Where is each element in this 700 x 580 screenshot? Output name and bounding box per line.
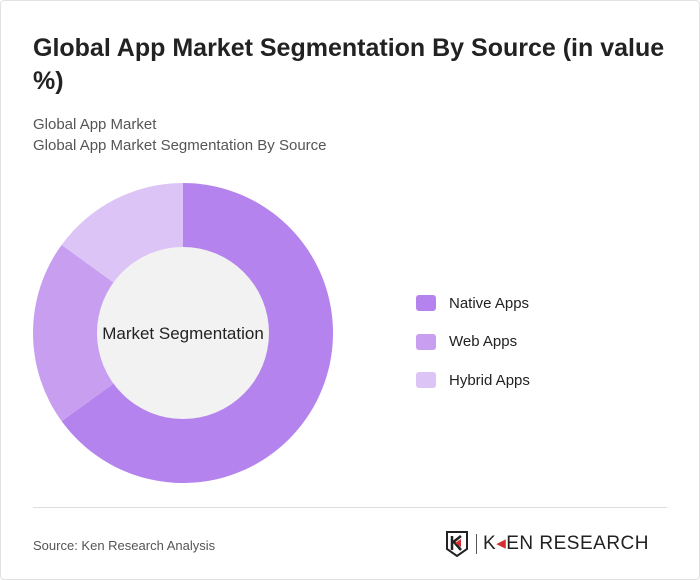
legend-item-native: Native Apps: [416, 284, 530, 323]
center-label: Market Segmentation: [102, 324, 264, 343]
legend-item-hybrid: Hybrid Apps: [416, 361, 530, 400]
divider: [33, 507, 667, 508]
legend-label: Hybrid Apps: [449, 371, 530, 389]
legend-label: Web Apps: [449, 333, 518, 351]
chart-title: Global App Market Segmentation By Source…: [33, 34, 665, 95]
legend-swatch: [416, 372, 436, 389]
ken-logo-icon: [446, 531, 468, 557]
legend-swatch: [416, 333, 436, 350]
legend: Native Apps Web Apps Hybrid Apps: [416, 284, 530, 400]
source-note: Source: Ken Research Analysis: [33, 538, 216, 553]
legend-swatch: [416, 295, 436, 312]
donut-hole: [97, 247, 269, 419]
legend-label: Native Apps: [449, 294, 530, 312]
legend-item-web: Web Apps: [416, 323, 530, 362]
chart-subtitle-1: Global App Market: [33, 116, 157, 133]
chart-subtitle-2: Global App Market Segmentation By Source: [33, 137, 327, 154]
ken-research-logo: K◂EN RESEARCH: [446, 531, 649, 557]
